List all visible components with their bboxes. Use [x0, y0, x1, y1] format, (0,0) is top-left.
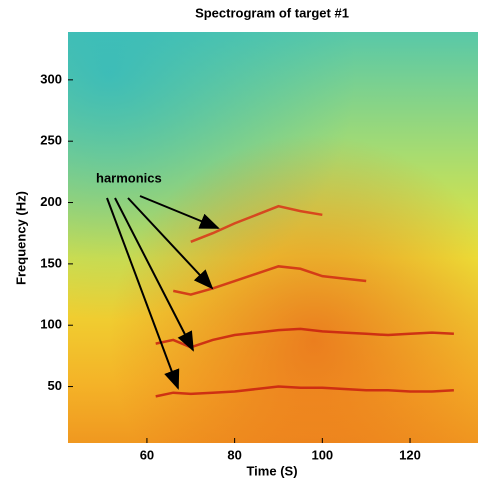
x-tick-label: 120	[399, 447, 421, 462]
plot-background	[68, 32, 478, 443]
x-axis-label: Time (S)	[246, 463, 297, 478]
annotation: harmonics	[96, 170, 162, 185]
y-tick-label: 200	[40, 194, 62, 209]
harmonic-line	[172, 265, 367, 296]
x-tick-label: 80	[227, 447, 241, 462]
chart-title: Spectrogram of target #1	[195, 5, 349, 20]
y-tick-label: 100	[40, 317, 62, 332]
y-axis-label: Frequency (Hz)	[13, 191, 28, 285]
y-tick-label: 300	[40, 71, 62, 86]
harmonic-line	[155, 385, 454, 398]
x-tick-label: 100	[311, 447, 333, 462]
y-tick-label: 150	[40, 255, 62, 270]
y-tick-label: 250	[40, 133, 62, 148]
harmonic-line	[155, 327, 454, 349]
y-tick-label: 50	[48, 378, 62, 393]
annotation-arrows	[106, 195, 220, 390]
harmonic-line	[190, 204, 323, 243]
x-tick-label: 60	[140, 447, 154, 462]
